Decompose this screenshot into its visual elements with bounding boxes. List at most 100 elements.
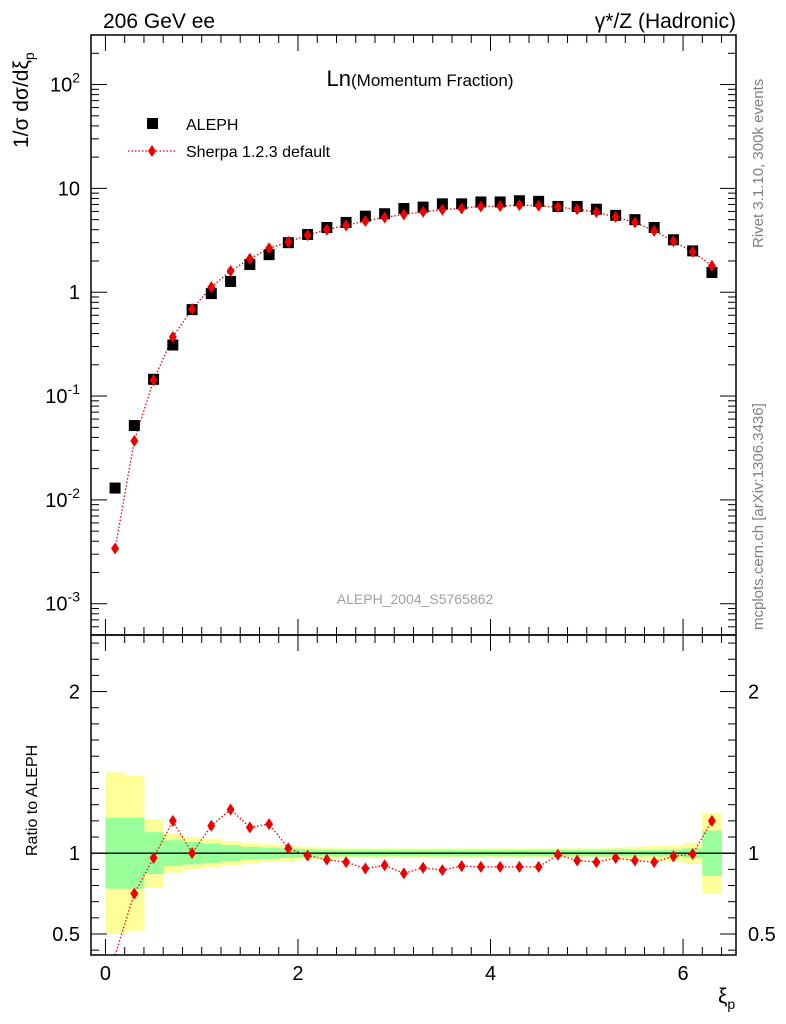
sherpa-point	[496, 200, 505, 213]
ratio-y-tick-label: 0.5	[52, 924, 80, 946]
y-tick-label: 1	[69, 282, 80, 304]
ratio-sherpa-point	[553, 848, 562, 861]
ratio-sherpa-point	[361, 862, 370, 875]
sherpa-point	[573, 203, 582, 216]
sherpa-point	[688, 245, 697, 258]
sherpa-point	[322, 223, 331, 236]
mcplots-label: mcplots.cern.ch [arXiv:1306.3436]	[750, 403, 767, 630]
main-ylabel: 1/σ dσ/dξp	[10, 52, 37, 148]
aleph-point	[398, 203, 410, 215]
ratio-sherpa-point	[130, 887, 139, 900]
ratio-sherpa-point	[630, 854, 639, 867]
ratio-marks	[91, 772, 736, 956]
ratio-panel: 0.5 0.5 1 1 2 2 0 2 4 6 Ratio to ALEPH ξp	[24, 634, 776, 1012]
ratio-sherpa-point	[438, 864, 447, 877]
ratio-sherpa-point	[515, 860, 524, 873]
legend-marker-aleph	[147, 118, 158, 129]
ratio-sherpa-point	[380, 859, 389, 872]
sherpa-point	[707, 259, 716, 272]
sherpa-point	[130, 434, 139, 447]
ratio-y-tick-label-right: 2	[748, 682, 759, 704]
plot-title-sub: (Momentum Fraction)	[351, 71, 513, 90]
legend-label-sherpa: Sherpa 1.2.3 default	[186, 144, 331, 161]
ratio-sherpa-point	[149, 852, 158, 865]
sherpa-point	[380, 211, 389, 224]
sherpa-point	[669, 235, 678, 248]
analysis-label: ALEPH_2004_S5765862	[337, 591, 494, 607]
sherpa-point	[515, 199, 524, 212]
ratio-sherpa-point	[226, 803, 235, 816]
ratio-sherpa-point	[284, 842, 293, 855]
sherpa-point	[438, 203, 447, 216]
ratio-sherpa-point	[688, 847, 697, 860]
xaxis-label-text: ξ	[718, 985, 727, 1008]
y-tick-label: 10	[58, 178, 80, 200]
ratio-sherpa-point	[245, 821, 254, 834]
ratio-y-tick-label-right: 0.5	[748, 924, 776, 946]
sherpa-point	[303, 229, 312, 242]
aleph-point	[205, 288, 217, 300]
ratio-sherpa-point	[573, 854, 582, 867]
sherpa-point	[611, 211, 620, 224]
main-ylabel-text: 1/σ dσ/dξ	[10, 60, 33, 148]
xaxis-label: ξp	[718, 985, 735, 1012]
sherpa-point	[419, 205, 428, 218]
y-tick-label: 102	[50, 70, 80, 97]
ratio-frame	[90, 634, 737, 956]
ratio-sherpa-point	[207, 819, 216, 832]
aleph-point	[128, 420, 140, 432]
ratio-sherpa-point	[611, 852, 620, 865]
aleph-point	[263, 249, 275, 261]
ratio-sherpa-point	[188, 847, 197, 860]
y-tick-label: 10-3	[45, 589, 80, 616]
x-tick-label: 2	[292, 963, 303, 985]
ratio-sherpa-point	[707, 814, 716, 827]
xaxis-label-sub: p	[727, 996, 735, 1012]
x-tick-label: 4	[485, 963, 496, 985]
ratio-sherpa-point	[669, 850, 678, 863]
ratio-y-tick-label: 2	[69, 682, 80, 704]
legend: ALEPH Sherpa 1.2.3 default	[128, 117, 331, 161]
legend-label-aleph: ALEPH	[186, 117, 238, 134]
ratio-sherpa-point	[399, 867, 408, 880]
plot-title-main: Ln	[327, 66, 351, 91]
ratio-sherpa-point	[303, 849, 312, 862]
ratio-y-tick-label-right: 1	[748, 843, 759, 865]
aleph-point	[225, 275, 237, 287]
sherpa-point	[284, 235, 293, 248]
main-axes: 10-3 10-2 10-1 1 10 102	[45, 34, 736, 636]
ratio-ylabel: Ratio to ALEPH	[24, 745, 41, 856]
sherpa-point	[226, 265, 235, 278]
ratio-sherpa-point	[534, 860, 543, 873]
ratio-sherpa-line	[114, 808, 713, 956]
rivet-label: Rivet 3.1.10, 300k events	[750, 79, 767, 248]
sherpa-point	[534, 199, 543, 212]
x-tick-label: 6	[677, 963, 688, 985]
sherpa-point	[476, 200, 485, 213]
y-tick-label: 10-1	[45, 381, 80, 408]
sherpa-point	[650, 224, 659, 237]
sherpa-point	[457, 202, 466, 215]
ratio-sherpa-point	[168, 814, 177, 827]
sherpa-line	[114, 204, 713, 549]
aleph-point	[167, 339, 179, 351]
sherpa-point	[630, 216, 639, 229]
ratio-sherpa-point	[419, 861, 428, 874]
sherpa-point	[342, 219, 351, 232]
legend-marker-sherpa	[148, 145, 156, 157]
header-energy: 206 GeV ee	[103, 10, 215, 33]
sherpa-point	[592, 206, 601, 219]
y-tick-label: 10-2	[45, 485, 80, 512]
ratio-sherpa-point	[496, 860, 505, 873]
ratio-sherpa-point	[457, 860, 466, 873]
sherpa-point	[188, 302, 197, 315]
main-panel: 10-3 10-2 10-1 1 10 102 Ln(Momentum Fraction)…	[10, 34, 737, 636]
plot-title: Ln(Momentum Fraction)	[327, 66, 514, 91]
header-process: γ*/Z (Hadronic)	[595, 10, 736, 33]
aleph-point	[109, 482, 121, 494]
sherpa-point	[361, 215, 370, 228]
sherpa-point	[168, 331, 177, 344]
ratio-sherpa-point	[476, 860, 485, 873]
header-process-type: (Hadronic)	[638, 10, 736, 33]
